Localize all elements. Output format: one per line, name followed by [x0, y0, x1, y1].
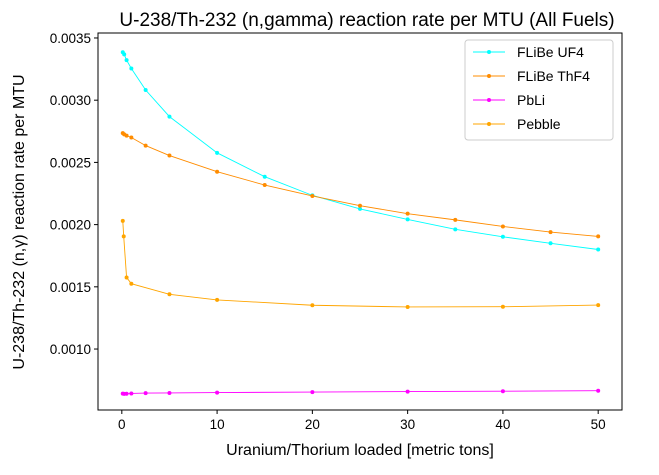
y-axis-ticks: 0.0010 0.0015 0.0020 0.0025 0.0030 0.0035	[50, 31, 98, 357]
data-point	[129, 135, 134, 140]
data-point	[167, 153, 172, 158]
data-point	[215, 169, 220, 174]
data-point	[143, 143, 148, 148]
data-point	[167, 390, 172, 395]
data-point	[143, 391, 148, 396]
x-axis-ticks: 0 10 20 30 40 50	[118, 410, 606, 432]
data-point	[596, 234, 601, 239]
legend-swatch-marker	[487, 50, 491, 54]
x-tick-label: 50	[591, 417, 606, 432]
x-tick-label: 20	[305, 417, 320, 432]
data-point	[596, 247, 601, 252]
x-tick-label: 40	[495, 417, 510, 432]
data-point	[167, 292, 172, 297]
legend-label: PbLi	[517, 92, 545, 108]
data-point	[358, 203, 362, 208]
series-flibe-uf4	[120, 50, 601, 252]
data-point	[453, 227, 458, 232]
data-point	[405, 389, 410, 394]
data-point	[310, 193, 315, 198]
data-point	[548, 230, 553, 235]
data-point	[405, 211, 410, 216]
x-tick-label: 10	[210, 417, 225, 432]
data-point	[129, 281, 134, 286]
data-point	[262, 183, 267, 188]
data-point	[124, 133, 129, 138]
series-pebble	[120, 218, 601, 309]
data-point	[124, 58, 129, 63]
data-point	[358, 206, 362, 211]
data-point	[122, 52, 127, 57]
legend-label: Pebble	[517, 116, 561, 132]
data-point	[500, 304, 505, 309]
data-point	[596, 388, 601, 393]
y-tick-label: 0.0035	[50, 31, 91, 46]
x-tick-label: 30	[400, 417, 415, 432]
data-point	[262, 174, 267, 179]
x-axis-label: Uranium/Thorium loaded [metric tons]	[226, 442, 494, 459]
series-layer	[120, 50, 601, 396]
data-point	[121, 234, 126, 239]
legend-label: FLiBe UF4	[517, 44, 584, 60]
legend-swatch-marker	[487, 122, 491, 126]
data-point	[500, 224, 505, 229]
data-point	[120, 218, 125, 223]
data-point	[310, 390, 315, 395]
series-flibe-thf4	[120, 131, 601, 239]
legend-label: FLiBe ThF4	[517, 68, 590, 84]
data-point	[167, 114, 172, 119]
legend-box	[464, 39, 614, 141]
data-point	[124, 275, 129, 280]
data-point	[596, 303, 601, 308]
series-line	[122, 220, 599, 308]
data-point	[453, 217, 458, 222]
y-tick-label: 0.0010	[50, 342, 91, 357]
series-pbli	[120, 388, 601, 396]
legend: FLiBe UF4 FLiBe ThF4 PbLi Pebble	[464, 39, 614, 141]
y-tick-label: 0.0015	[50, 280, 91, 295]
data-point	[215, 150, 220, 155]
legend-swatch-marker	[487, 74, 491, 78]
data-point	[500, 234, 505, 239]
data-point	[143, 87, 148, 92]
data-point	[129, 391, 134, 396]
data-point	[310, 303, 315, 308]
y-tick-label: 0.0030	[50, 93, 91, 108]
y-tick-label: 0.0020	[50, 218, 91, 233]
y-axis-label: U-238/Th-232 (n,γ) reaction rate per MTU	[11, 74, 28, 369]
data-point	[405, 304, 410, 309]
data-point	[215, 297, 220, 302]
data-point	[129, 66, 134, 71]
chart-title: U-238/Th-232 (n,gamma) reaction rate per…	[119, 10, 614, 31]
data-point	[215, 390, 220, 395]
y-tick-label: 0.0025	[50, 155, 91, 170]
legend-swatch-marker	[487, 98, 491, 102]
data-point	[500, 389, 505, 394]
data-point	[405, 217, 410, 222]
x-tick-label: 0	[118, 417, 126, 432]
data-point	[548, 241, 553, 246]
data-point	[124, 391, 129, 396]
